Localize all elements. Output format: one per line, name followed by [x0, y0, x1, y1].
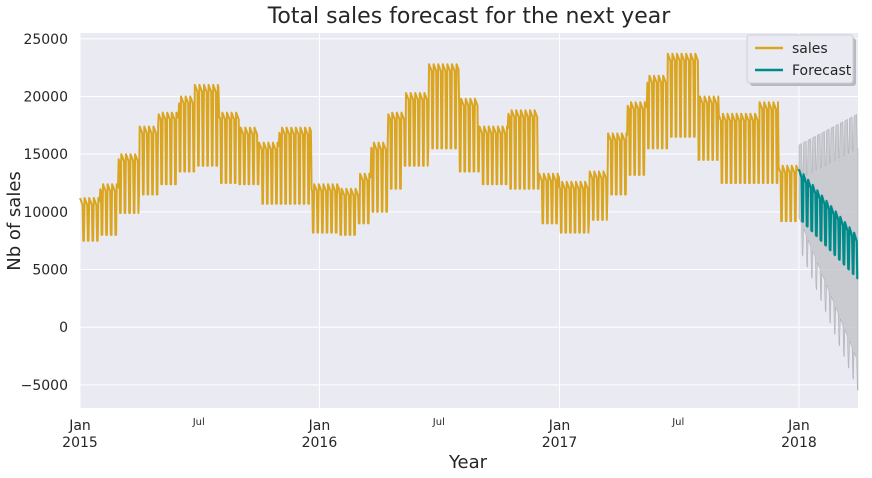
y-tick-label: 15000 — [23, 147, 68, 163]
y-tick-label: 25000 — [23, 32, 68, 48]
x-tick-label: Jan — [548, 418, 571, 434]
legend-label-forecast: Forecast — [792, 63, 852, 79]
x-tick-year: 2015 — [62, 435, 98, 451]
series-lines — [79, 52, 859, 280]
x-tick-label: Jan — [308, 418, 331, 434]
y-tick-label: 0 — [59, 320, 68, 336]
y-tick-label: 5000 — [32, 263, 68, 279]
chart-title: Total sales forecast for the next year — [267, 4, 671, 29]
forecast-interval-band — [798, 114, 859, 391]
plot-background — [80, 33, 858, 408]
legend: sales Forecast — [746, 34, 856, 86]
series-line-forecast — [797, 168, 859, 280]
x-minor-tick-label: Jul — [192, 417, 205, 428]
x-axis-label: Year — [448, 452, 488, 473]
y-tick-label: 10000 — [23, 205, 68, 221]
x-minor-tick-label: Jul — [671, 417, 684, 428]
x-tick-year: 2016 — [302, 435, 338, 451]
x-minor-tick-label: Jul — [432, 417, 445, 428]
x-tick-year: 2018 — [781, 435, 817, 451]
x-tick-label: Jan — [787, 418, 810, 434]
series-line-sales — [79, 52, 800, 242]
legend-label-sales: sales — [792, 41, 828, 57]
x-tick-label: Jan — [68, 418, 91, 434]
x-tick-year: 2017 — [542, 435, 578, 451]
y-axis-ticks: 25000 20000 15000 10000 5000 0 −5000 — [21, 32, 68, 394]
y-axis-label: Nb of sales — [4, 171, 25, 271]
forecast-confidence-interval — [798, 114, 859, 391]
y-tick-label: −5000 — [21, 378, 68, 394]
y-tick-label: 20000 — [23, 89, 68, 105]
